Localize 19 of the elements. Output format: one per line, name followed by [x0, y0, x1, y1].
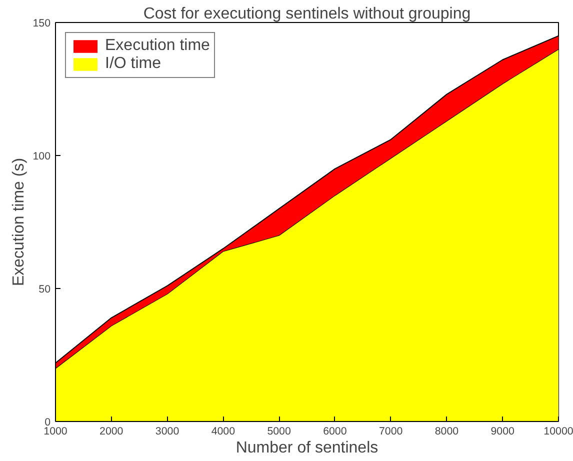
x-tick-label: 5000 — [267, 426, 291, 438]
x-tick-label: 3000 — [155, 426, 180, 438]
x-tick-label: 9000 — [490, 426, 515, 438]
chart-title: Cost for executiong sentinels without grouping — [143, 6, 471, 22]
x-tick-label: 7000 — [378, 426, 403, 438]
y-tick-label: 100 — [32, 150, 51, 162]
y-tick-label: 150 — [32, 18, 51, 30]
x-tick-label: 6000 — [323, 426, 347, 438]
x-tick-label: 8000 — [434, 426, 459, 438]
x-tick-label: 1000 — [44, 426, 68, 438]
y-axis-title: Execution time (s) — [10, 158, 28, 286]
y-tick-label: 50 — [38, 284, 51, 296]
legend-label: Execution time — [105, 37, 210, 55]
y-tick-label: 0 — [44, 416, 51, 428]
x-tick-label: 4000 — [211, 426, 236, 438]
x-tick-label: 10000 — [544, 426, 573, 438]
legend-label: I/O time — [105, 55, 162, 73]
x-tick-label: 2000 — [100, 426, 124, 438]
x-axis-title: Number of sentinels — [236, 440, 378, 456]
